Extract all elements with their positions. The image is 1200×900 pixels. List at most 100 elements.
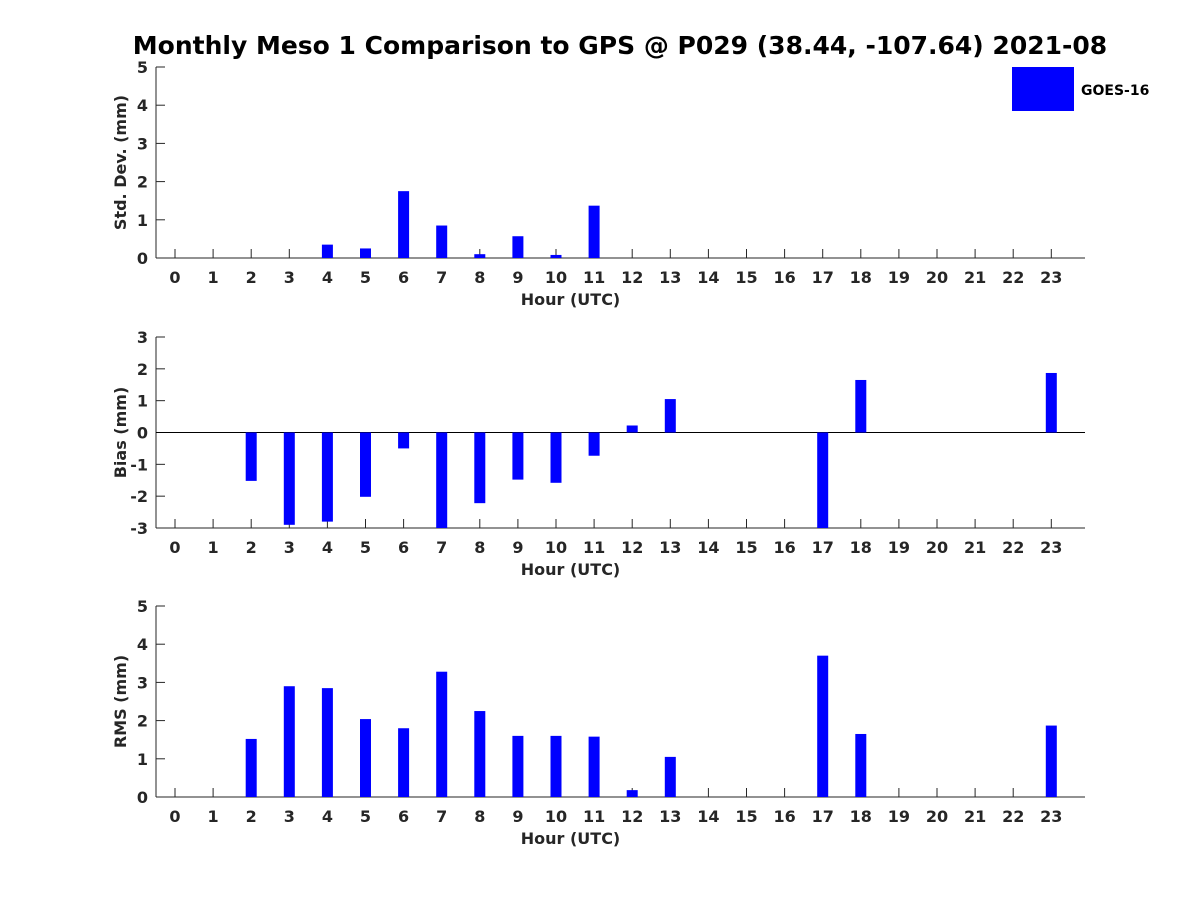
x-tick-label: 5 [360,538,371,557]
y-tick-label: -2 [130,487,148,506]
bar-hour-9 [512,432,524,480]
x-tick-label: 3 [284,268,295,287]
x-tick-label: 17 [812,807,834,826]
x-tick-label: 4 [322,268,333,287]
x-tick-label: 22 [1002,807,1024,826]
legend-label: GOES-16 [1081,83,1149,99]
x-tick-label: 6 [398,268,409,287]
x-tick-label: 16 [773,807,795,826]
x-tick-label: 21 [964,268,986,287]
bar-hour-18 [855,733,867,797]
y-tick-label: 4 [137,635,148,654]
bar-hour-17 [817,432,829,528]
x-tick-label: 11 [583,538,605,557]
x-tick-label: 21 [964,807,986,826]
y-tick-label: 4 [137,96,148,115]
bar-hour-4 [321,688,333,797]
x-tick-label: 7 [436,538,447,557]
x-tick-label: 10 [545,268,567,287]
x-tick-label: 0 [169,268,180,287]
x-tick-label: 14 [697,538,719,557]
x-tick-label: 10 [545,538,567,557]
y-tick-label: 1 [137,750,148,769]
x-tick-label: 22 [1002,268,1024,287]
x-tick-label: 7 [436,268,447,287]
bar-hour-23 [1045,372,1057,433]
bar-hour-4 [321,432,333,522]
x-tick-label: 0 [169,538,180,557]
x-tick-label: 2 [246,807,257,826]
y-tick-label: 1 [137,211,148,230]
x-tick-label: 23 [1040,268,1062,287]
x-tick-label: 9 [512,538,523,557]
bar-hour-6 [398,728,410,797]
x-axis-label: Hour (UTC) [521,290,621,309]
y-tick-label: 3 [137,673,148,692]
bar-hour-6 [398,432,410,449]
bar-hour-2 [245,432,257,481]
bar-hour-12 [626,425,638,433]
bar-hour-10 [550,432,562,483]
x-tick-label: 14 [697,268,719,287]
bar-hour-13 [664,756,676,797]
bar-hour-11 [588,736,600,797]
y-tick-label: -1 [130,455,148,474]
bar-hour-18 [855,379,867,433]
x-tick-label: 7 [436,807,447,826]
x-tick-label: 4 [322,538,333,557]
bar-hour-23 [1045,725,1057,797]
x-tick-label: 11 [583,268,605,287]
x-tick-label: 0 [169,807,180,826]
y-tick-label: 0 [137,788,148,807]
x-tick-label: 1 [208,807,219,826]
y-tick-label: 3 [137,134,148,153]
x-tick-label: 17 [812,538,834,557]
x-tick-label: 20 [926,538,948,557]
y-tick-label: 5 [137,58,148,77]
x-tick-label: 20 [926,268,948,287]
bar-hour-5 [360,719,371,797]
y-tick-label: 1 [137,392,148,411]
x-tick-label: 14 [697,807,719,826]
y-tick-label: 5 [137,597,148,616]
x-axis-label: Hour (UTC) [521,560,621,579]
x-tick-label: 10 [545,807,567,826]
figure-title: Monthly Meso 1 Comparison to GPS @ P029 … [133,31,1107,60]
bar-hour-5 [360,432,371,497]
x-tick-label: 12 [621,268,643,287]
x-tick-label: 22 [1002,538,1024,557]
x-tick-label: 3 [284,807,295,826]
bar-hour-6 [398,191,410,258]
x-tick-label: 18 [850,807,872,826]
x-tick-label: 1 [208,268,219,287]
x-tick-label: 8 [474,807,485,826]
x-tick-label: 15 [735,538,757,557]
bar-hour-10 [550,735,562,797]
bar-hour-3 [283,432,295,525]
y-axis-label: RMS (mm) [111,655,130,748]
y-axis-label: Std. Dev. (mm) [111,95,130,230]
x-tick-label: 1 [208,538,219,557]
bar-hour-4 [321,244,333,258]
y-tick-label: 0 [137,424,148,443]
x-tick-label: 9 [512,807,523,826]
bar-hour-8 [474,432,486,504]
bar-hour-12 [626,790,638,797]
bar-hour-17 [817,655,829,797]
x-tick-label: 12 [621,538,643,557]
bar-hour-11 [588,432,600,456]
bar-hour-7 [436,225,448,258]
x-tick-label: 8 [474,268,485,287]
x-tick-label: 19 [888,807,910,826]
x-tick-label: 13 [659,268,681,287]
bar-hour-7 [436,432,448,528]
bar-hour-8 [474,254,486,258]
y-tick-label: 0 [137,249,148,268]
x-tick-label: 23 [1040,807,1062,826]
legend: GOES-16 [1012,67,1149,111]
x-tick-label: 21 [964,538,986,557]
